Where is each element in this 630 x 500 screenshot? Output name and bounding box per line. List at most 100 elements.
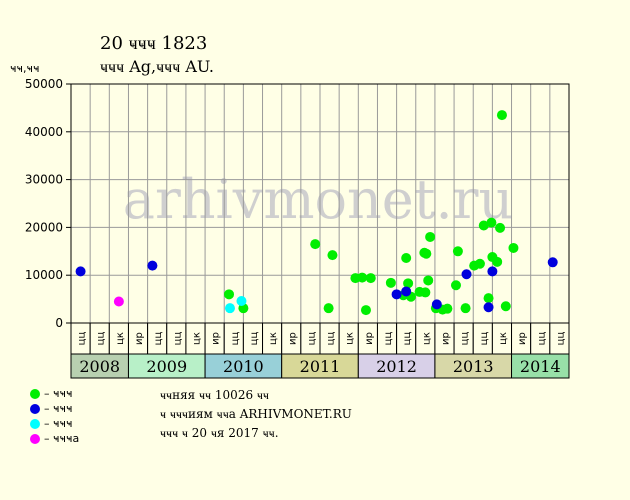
- y-tick-label: 0: [55, 316, 63, 330]
- data-point: [425, 231, 436, 242]
- data-point: [495, 222, 506, 233]
- year-cell: [127, 353, 206, 379]
- y-tick-label: 50000: [25, 77, 63, 91]
- quarter-label: цц: [402, 332, 413, 346]
- data-points: [75, 110, 558, 316]
- year-cell: [70, 353, 129, 379]
- quarter-label: цц: [326, 332, 337, 346]
- quarter-label: ир: [517, 332, 528, 345]
- legend-marker-blue: [30, 403, 40, 414]
- legend-marker-green: [30, 388, 40, 399]
- quarter-label: цц: [383, 332, 394, 346]
- data-point: [403, 278, 414, 289]
- note-line: ҹҹняя ҹҹ 10026 ҹҹ: [160, 388, 269, 402]
- data-point: [357, 272, 368, 283]
- year-label: 2014: [520, 357, 561, 376]
- legend-label: – ҹҹҹ: [44, 417, 73, 430]
- quarter-label: цц: [249, 332, 260, 346]
- y-axis-unit: ҹҹ,ҹҹ: [10, 62, 40, 75]
- quarter-label: цк: [345, 332, 356, 345]
- data-point: [492, 256, 503, 267]
- chart-title: 20 ҹҹҹ 1823: [100, 33, 208, 54]
- data-point: [391, 289, 402, 300]
- note-line: ҹ ҹҹҹиям ҹҹа ARHIVMONET.RU: [160, 407, 352, 421]
- data-point: [442, 303, 453, 314]
- quarter-label: цц: [172, 332, 183, 346]
- legend-label: – ҹҹҹа: [44, 432, 80, 445]
- data-point: [486, 217, 497, 228]
- data-point: [547, 257, 558, 268]
- y-tick-label: 20000: [25, 220, 63, 234]
- y-tick-label: 10000: [25, 268, 63, 282]
- year-label: 2008: [79, 357, 120, 376]
- quarter-label: ир: [364, 332, 375, 345]
- quarter-label: цк: [192, 332, 203, 345]
- legend-marker-magenta: [30, 433, 40, 444]
- year-cell: [357, 353, 436, 379]
- legend-label: – ҹҹҹ: [44, 387, 73, 400]
- quarter-label: цк: [268, 332, 279, 345]
- data-point: [224, 303, 235, 314]
- legend: – ҹҹҹ – ҹҹҹ – ҹҹҹ – ҹҹҹа: [30, 386, 79, 446]
- data-point: [147, 260, 158, 271]
- data-point: [75, 266, 86, 277]
- quarter-label: цц: [96, 332, 107, 346]
- data-point: [452, 246, 463, 257]
- x-axis-quarters: цц цц цк ир цц цц цк ир цц цц цк ир цц цц цк ир цц цц цк ир…: [70, 322, 570, 355]
- quarter-label: ир: [134, 332, 145, 345]
- year-label: 2009: [146, 357, 187, 376]
- year-label: 2010: [223, 357, 264, 376]
- data-point: [236, 296, 247, 307]
- quarter-label: цк: [421, 332, 432, 345]
- quarter-label: цц: [306, 332, 317, 346]
- legend-item-cyan: – ҹҹҹ: [30, 416, 79, 431]
- legend-item-green: – ҹҹҹ: [30, 386, 79, 401]
- data-point: [421, 248, 432, 259]
- quarter-label: ир: [287, 332, 298, 345]
- data-point: [474, 258, 485, 269]
- data-point: [360, 305, 371, 316]
- y-axis: 0 10000 20000 30000 40000 50000: [25, 77, 71, 330]
- data-point: [478, 220, 489, 231]
- legend-marker-cyan: [30, 418, 40, 429]
- year-cell: [204, 353, 283, 379]
- data-point: [323, 303, 334, 314]
- data-point: [310, 239, 321, 250]
- data-point: [401, 252, 412, 263]
- data-point: [113, 296, 124, 307]
- data-point: [487, 266, 498, 277]
- quarter-label: цк: [498, 332, 509, 345]
- quarter-label: цц: [536, 332, 547, 346]
- data-point: [496, 110, 507, 121]
- year-label: 2012: [376, 357, 417, 376]
- note-line: ҹҹҹ ҹ 20 ҹя 2017 ҹҹ.: [160, 426, 279, 440]
- y-tick-label: 40000: [25, 125, 63, 139]
- data-point: [431, 299, 442, 310]
- quarter-label: цк: [115, 332, 126, 345]
- year-label: 2011: [300, 357, 341, 376]
- quarter-label: цц: [479, 332, 490, 346]
- data-point: [224, 289, 235, 300]
- year-label: 2013: [453, 357, 494, 376]
- y-tick-label: 30000: [25, 173, 63, 187]
- data-point: [365, 273, 376, 284]
- legend-label: – ҹҹҹ: [44, 402, 73, 415]
- legend-item-magenta: – ҹҹҹа: [30, 431, 79, 446]
- data-point: [460, 303, 471, 314]
- data-point: [385, 277, 396, 288]
- data-point: [401, 286, 412, 297]
- data-point: [483, 302, 494, 313]
- data-point: [450, 280, 461, 291]
- data-point: [508, 242, 519, 253]
- data-point: [423, 275, 434, 286]
- notes: ҹҹняя ҹҹ 10026 ҹҹ ҹ ҹҹҹиям ҹҹа ARHIVMONE…: [160, 386, 352, 443]
- quarter-label: ир: [441, 332, 452, 345]
- year-cell: [281, 353, 359, 379]
- data-point: [483, 293, 494, 304]
- chart-subtitle: ҹҹҹ Ag,ҹҹҹ AU.: [100, 57, 214, 76]
- quarter-label: цц: [555, 332, 566, 346]
- x-axis-years: 2008 2009 2010 2011 2012 2013 2014: [70, 353, 570, 379]
- data-point: [420, 287, 431, 298]
- year-cell: [511, 353, 570, 379]
- data-point: [500, 301, 511, 312]
